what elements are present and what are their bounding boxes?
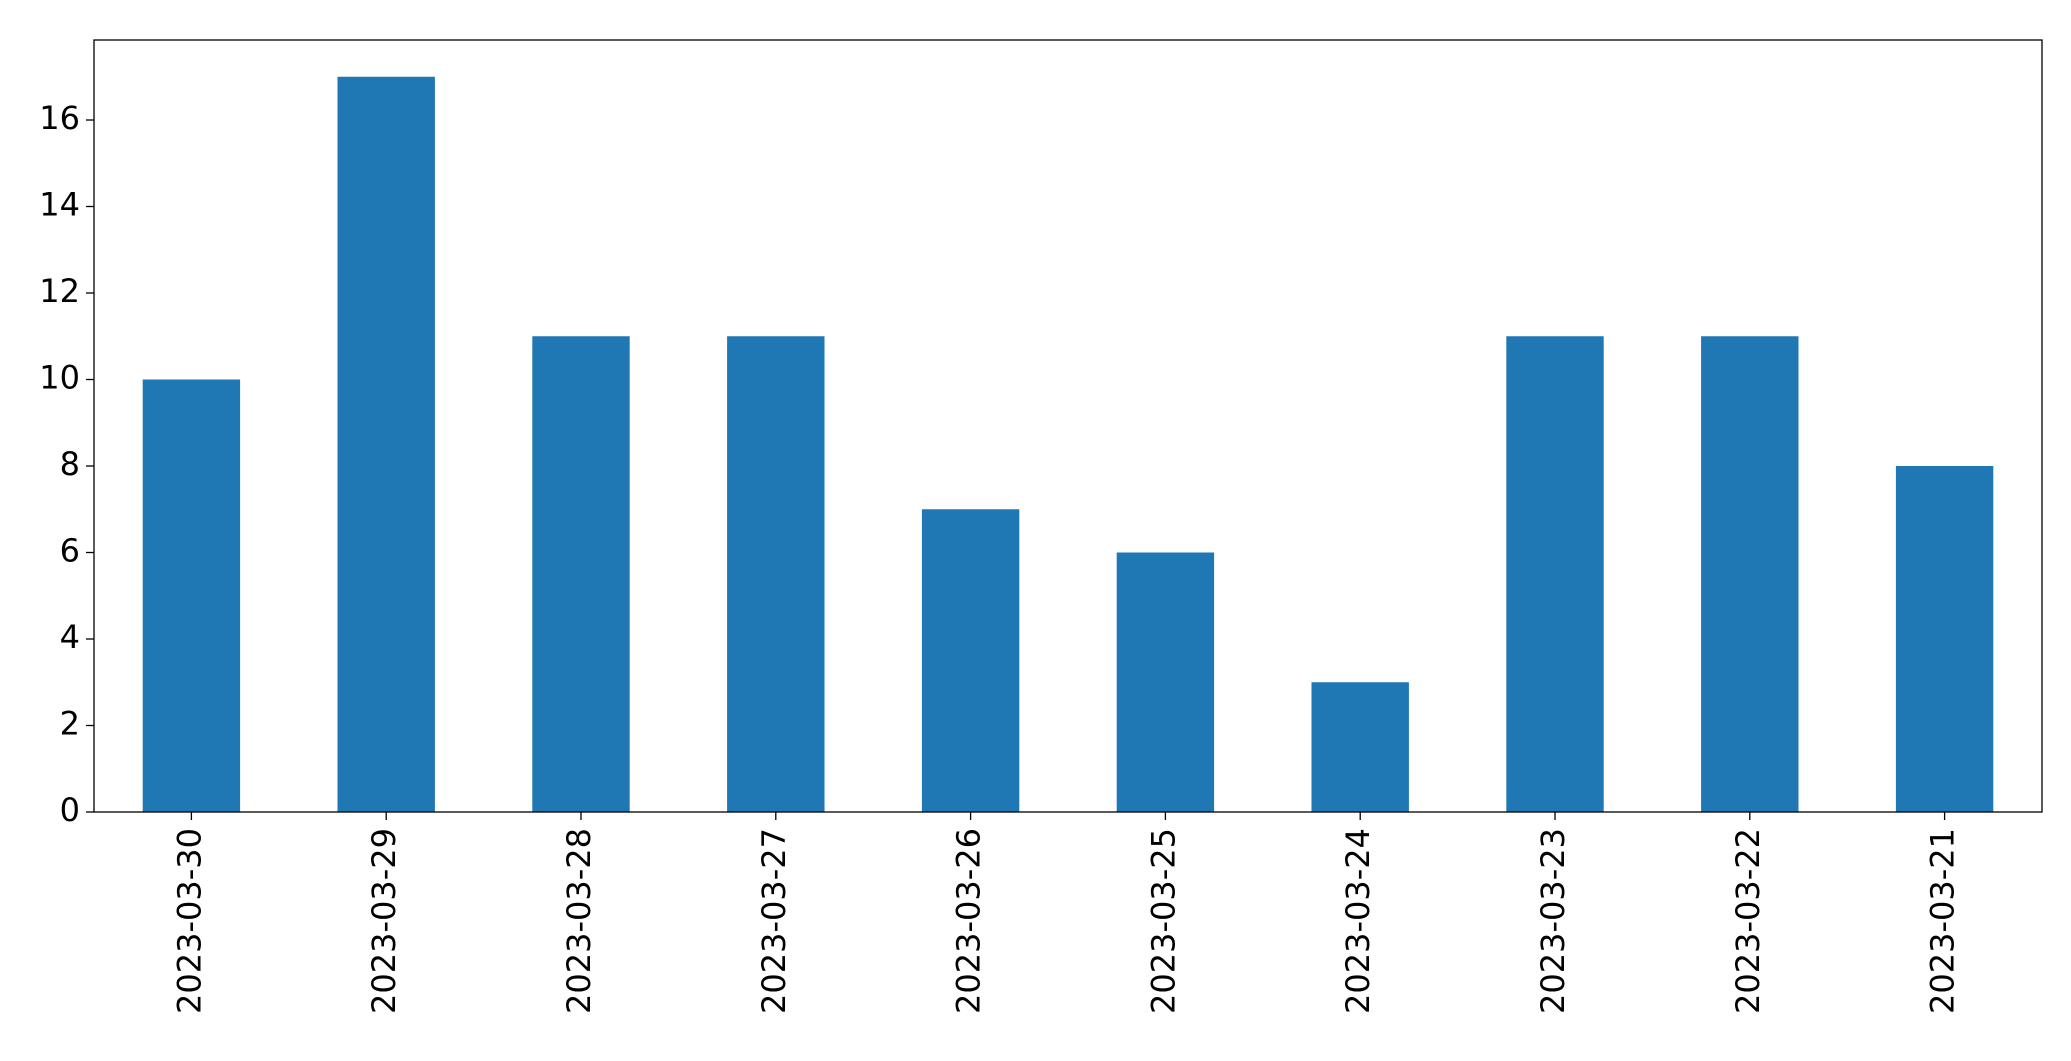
bar [1895,466,1994,812]
bar [727,336,825,812]
x-tick-label: 2023-03-21 [1924,828,1962,1014]
x-tick-label: 2023-03-28 [560,828,598,1014]
x-tick-label: 2023-03-23 [1534,828,1572,1014]
y-tick-label: 8 [60,445,80,483]
x-tick-label: 2023-03-25 [1144,828,1182,1014]
y-tick-label: 16 [39,99,80,137]
bar [1701,336,1799,812]
x-tick-label: 2023-03-29 [365,828,403,1014]
bar [1506,336,1604,812]
y-tick-label: 14 [39,186,80,224]
y-tick-label: 6 [60,532,80,570]
x-tick-label: 2023-03-24 [1339,828,1377,1014]
bar [1311,682,1409,812]
y-tick-label: 12 [39,272,80,310]
y-tick-label: 0 [60,791,80,829]
plot-frame [93,39,2043,813]
y-tick-label: 4 [60,618,80,656]
bar [142,379,241,812]
y-tick-label: 2 [60,705,80,743]
x-tick-label: 2023-03-26 [950,828,988,1014]
bar [1116,552,1215,812]
bar [532,336,630,812]
x-tick-label: 2023-03-22 [1729,828,1767,1014]
x-tick-label: 2023-03-27 [755,828,793,1014]
y-tick-label: 10 [39,359,80,397]
bar [921,509,1020,812]
bar [337,76,435,812]
x-tick-label: 2023-03-30 [170,828,208,1014]
